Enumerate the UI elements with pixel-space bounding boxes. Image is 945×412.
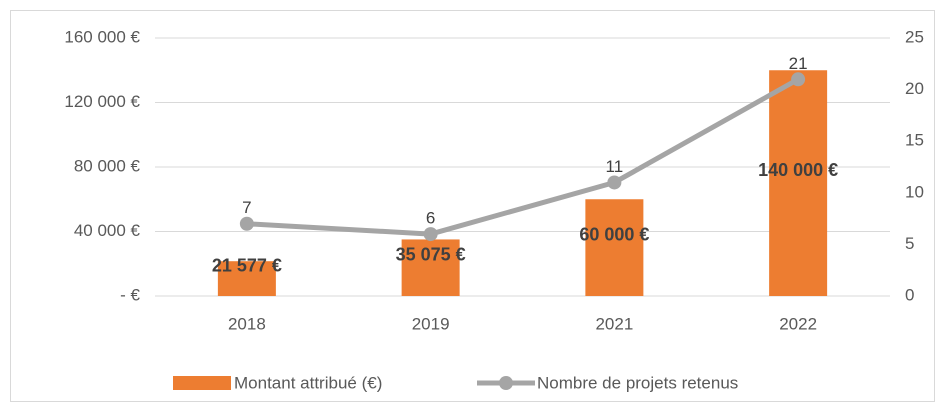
line-data-label: 6 [426,209,435,228]
line-marker [791,72,806,87]
line-data-label: 11 [606,157,624,176]
legend-swatch [173,376,231,390]
y-tick-label: 40 000 € [74,221,141,240]
line-marker [607,175,622,190]
y-tick-label: - € [120,285,140,304]
line [246,77,800,237]
bar [217,261,276,296]
y-tick-label: 160 000 € [64,27,140,46]
legend-label: Nombre de projets retenus [537,373,738,392]
y2-tick-label: 10 [905,182,924,201]
y2-tick-label: 15 [905,131,924,150]
bar-data-label: 60 000 € [579,224,649,244]
bar-data-label: 21 577 € [212,255,282,275]
legend-swatch [499,376,513,390]
x-tick-label: 2019 [412,314,450,333]
line-data-label: 7 [242,198,251,217]
line-marker [423,227,438,242]
bar [585,199,644,296]
x-tick-label: 2021 [595,314,633,333]
y2-tick-label: 5 [905,234,914,253]
y-tick-label: 80 000 € [74,156,141,175]
bar-data-label: 35 075 € [396,244,466,264]
line-data-label: 21 [789,54,808,73]
y2-tick-label: 0 [905,285,914,304]
bar [401,239,460,296]
y2-tick-label: 20 [905,79,924,98]
x-tick-label: 2018 [228,314,266,333]
x-tick-label: 2022 [779,314,817,333]
bar [769,70,828,296]
line-marker [239,216,254,231]
legend-label: Montant attribué (€) [234,373,382,392]
y-tick-label: 120 000 € [64,92,140,111]
bar-data-label: 140 000 € [758,160,838,180]
y2-tick-label: 25 [905,27,924,46]
